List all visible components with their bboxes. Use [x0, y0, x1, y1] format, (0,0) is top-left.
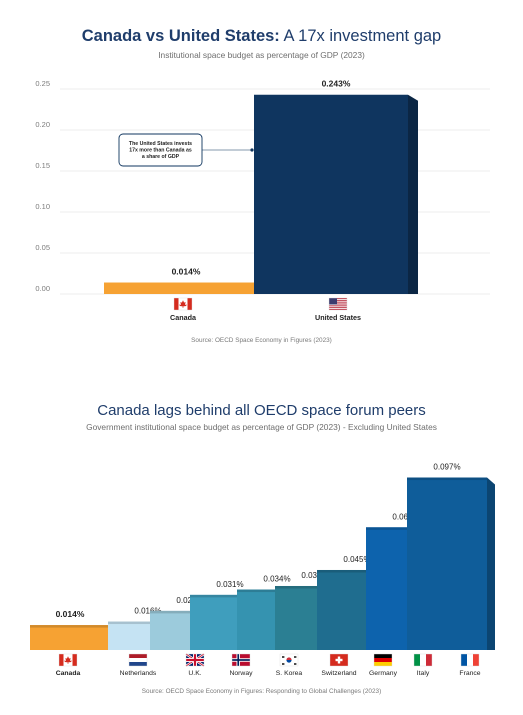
x-tick-label: France: [459, 670, 480, 677]
bottom-chart-subtitle: Government institutional space budget as…: [86, 422, 437, 432]
data-label: 0.036%: [301, 571, 328, 580]
annotation-text: a share of GDP: [142, 154, 180, 160]
canada-flag-icon: [58, 653, 78, 667]
bar-top: [30, 625, 110, 628]
top-chart-title-bold: Canada vs United States:: [81, 27, 280, 45]
italy-flag-icon: [413, 653, 433, 667]
canada-flag-icon: [173, 297, 193, 311]
y-tick-label: 0.00: [35, 284, 50, 293]
netherlands-flag-icon: [128, 653, 148, 667]
bar-top: [108, 621, 188, 625]
bar-france: [407, 477, 487, 650]
data-label: 0.014%: [56, 609, 85, 619]
switzerland-flag-icon: [329, 653, 349, 667]
bar-side: [487, 477, 495, 650]
bottom-chart-title: Canada lags behind all OECD space forum …: [97, 402, 426, 419]
bar-side: [408, 94, 418, 295]
bar-top: [407, 477, 487, 481]
germany-flag-icon: [373, 653, 393, 667]
y-tick-label: 0.10: [35, 202, 50, 211]
y-tick-label: 0.25: [35, 79, 50, 88]
x-tick-label: Canada: [170, 313, 197, 322]
bar-canada: [104, 282, 258, 294]
data-label: 0.014%: [172, 267, 201, 277]
top-chart: 0.00 0.05 0.10 0.15 0.20 0.25 0.014% 0.243% Cana…: [35, 79, 490, 322]
data-label: 0.243%: [322, 79, 351, 89]
bottom-chart-source: Source: OECD Space Economy in Figures: R…: [141, 688, 382, 695]
x-tick-label: United States: [315, 313, 361, 322]
bar-top: [317, 569, 397, 573]
bar-top: [190, 594, 270, 598]
bar-top: [366, 527, 446, 530]
data-label: 0.097%: [433, 463, 460, 472]
x-tick-label: Germany: [369, 670, 398, 677]
data-label: 0.016%: [134, 607, 161, 616]
united-states-flag-icon: [328, 297, 348, 311]
x-tick-label: Italy: [417, 670, 430, 677]
u-k--flag-icon: [185, 653, 205, 667]
x-tick-label: Switzerland: [321, 670, 356, 677]
top-chart-subtitle: Institutional space budget as percentage…: [158, 50, 365, 60]
annotation-text: The United States invests: [129, 141, 192, 147]
norway-flag-icon: [231, 653, 251, 667]
s-korea-flag-icon: [279, 653, 299, 667]
top-chart-source: Source: OECD Space Economy in Figures (2…: [191, 337, 332, 344]
x-tick-label: Canada: [56, 670, 81, 677]
bar-canada: [30, 625, 110, 650]
annotation-dot: [250, 148, 254, 152]
data-label: 0.069%: [392, 512, 419, 521]
x-tick-label: Norway: [229, 670, 253, 677]
y-tick-label: 0.05: [35, 243, 50, 252]
data-label: 0.034%: [263, 575, 290, 584]
x-tick-label: U.K.: [188, 670, 201, 677]
bar-top: [275, 585, 355, 589]
bar-united-states: [254, 94, 408, 295]
top-chart-title: Canada vs United States: A 17x investmen…: [0, 27, 523, 46]
x-tick-label: S. Korea: [276, 670, 303, 677]
france-flag-icon: [460, 653, 480, 667]
y-tick-label: 0.20: [35, 120, 50, 129]
top-chart-title-rest: A 17x investment gap: [279, 27, 442, 45]
annotation-text: 17x more than Canada as: [129, 148, 192, 154]
x-tick-label: Netherlands: [120, 670, 157, 677]
data-label: 0.045%: [343, 555, 370, 564]
data-label: 0.031%: [216, 580, 243, 589]
y-tick-label: 0.15: [35, 161, 50, 170]
